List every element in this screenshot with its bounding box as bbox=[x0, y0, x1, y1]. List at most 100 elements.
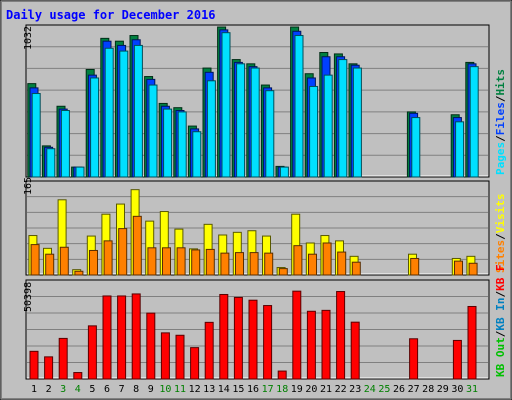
pages-bar bbox=[338, 59, 348, 178]
pages-bar bbox=[206, 80, 216, 178]
pages-bar bbox=[163, 108, 173, 178]
pages-bar bbox=[411, 117, 421, 178]
sites-bar bbox=[337, 251, 347, 276]
day-label: 31 bbox=[466, 384, 478, 395]
pages-bar bbox=[250, 67, 260, 178]
pages-bar bbox=[31, 93, 41, 178]
day-label: 19 bbox=[291, 384, 303, 395]
visits-sites-panel bbox=[25, 180, 490, 276]
day-label: 2 bbox=[46, 384, 52, 395]
legend-item-visits: Visits bbox=[494, 194, 507, 234]
kb-f-bar bbox=[102, 295, 112, 380]
kb-f-bar bbox=[44, 356, 54, 380]
kb-f-bar bbox=[263, 305, 273, 380]
kb-f-bar bbox=[146, 312, 156, 380]
kb-f-bar bbox=[321, 309, 331, 380]
legend-separator: / bbox=[494, 291, 507, 298]
hits-files-pages-legend-text: Pages/Files/Hits bbox=[494, 69, 507, 175]
day-label: 27 bbox=[408, 384, 420, 395]
kb-f-bar bbox=[277, 370, 287, 380]
sites-bar bbox=[191, 249, 201, 276]
kb-f-bar bbox=[292, 290, 302, 380]
day-label: 21 bbox=[320, 384, 332, 395]
sites-bar bbox=[454, 260, 463, 276]
legend-item-kbytes: KB F bbox=[494, 264, 507, 291]
sites-bar bbox=[205, 248, 215, 276]
visits-sites-legend-text: Sites/Visits bbox=[494, 194, 507, 274]
legend-item-kb_out: KB Out bbox=[494, 337, 507, 377]
sites-bar bbox=[30, 244, 40, 276]
day-label: 18 bbox=[276, 384, 288, 395]
pages-bar bbox=[221, 32, 231, 178]
pages-bar bbox=[294, 35, 304, 178]
graph-title: Daily usage for December 2016 bbox=[6, 8, 216, 22]
day-label: 14 bbox=[218, 384, 230, 395]
pages-bar bbox=[46, 148, 56, 178]
sites-bar bbox=[176, 247, 186, 276]
sites-bar bbox=[278, 268, 288, 276]
sites-bar bbox=[45, 253, 55, 276]
pages-bar bbox=[236, 63, 246, 178]
legend-item-hits: Hits bbox=[494, 69, 507, 96]
sites-bar bbox=[468, 262, 478, 276]
day-label: 23 bbox=[349, 384, 361, 395]
kbytes-legend-text: KB Out/KB In/KB F bbox=[494, 264, 507, 377]
legend-item-pages: Pages bbox=[494, 142, 507, 175]
kb-f-bar bbox=[190, 347, 200, 380]
pages-bar bbox=[455, 121, 465, 178]
day-label: 6 bbox=[104, 384, 110, 395]
day-axis: 1 2 3 4 5 6 7 8 9 10 11 12 13 14 15 16 17 18 19 20 21 22 23 24 2… bbox=[31, 384, 478, 395]
pages-bar bbox=[469, 66, 479, 178]
legend-item-kb_in: KB In bbox=[494, 298, 507, 331]
pages-bar bbox=[119, 50, 129, 178]
pages-bar bbox=[323, 74, 333, 178]
kb-f-bar bbox=[87, 325, 97, 380]
day-label: 3 bbox=[60, 384, 66, 395]
day-label: 17 bbox=[262, 384, 274, 395]
pages-bar bbox=[352, 67, 362, 178]
day-label: 4 bbox=[75, 384, 81, 395]
day-label: 10 bbox=[159, 384, 171, 395]
legend-separator: / bbox=[494, 233, 507, 240]
sites-bar bbox=[118, 228, 128, 276]
kb-f-bar bbox=[467, 305, 477, 380]
day-label: 5 bbox=[89, 384, 95, 395]
kb-f-bar bbox=[350, 321, 360, 380]
day-label: 29 bbox=[437, 384, 449, 395]
kb-f-bar bbox=[117, 295, 127, 380]
pages-bar bbox=[177, 111, 187, 178]
pages-bar bbox=[60, 110, 70, 178]
day-label: 12 bbox=[189, 384, 201, 395]
sites-bar bbox=[264, 252, 274, 276]
pages-bar bbox=[90, 77, 100, 178]
hits-files-pages-panel bbox=[25, 24, 490, 178]
kb-f-bar bbox=[73, 372, 83, 380]
sites-bar bbox=[74, 270, 84, 276]
pages-bar bbox=[133, 44, 143, 178]
visits-legend: Sites/Visits bbox=[494, 194, 507, 274]
kb-f-bar bbox=[29, 350, 39, 380]
day-label: 11 bbox=[174, 384, 186, 395]
sites-bar bbox=[322, 242, 332, 276]
pages-bar bbox=[265, 90, 275, 178]
day-label: 7 bbox=[119, 384, 125, 395]
kb-f-bar bbox=[409, 338, 419, 380]
kb-f-bar bbox=[248, 299, 258, 380]
legend-item-sites: Sites bbox=[494, 240, 507, 273]
sites-bar bbox=[132, 215, 142, 276]
hits-scale-label: 1032 bbox=[23, 26, 34, 50]
kb-f-bar bbox=[160, 332, 170, 380]
hits-legend: Pages/Files/Hits bbox=[494, 69, 507, 175]
day-label: 15 bbox=[232, 384, 244, 395]
sites-bar bbox=[293, 245, 303, 276]
visits-scale-label: 165 bbox=[23, 177, 34, 195]
pages-bar bbox=[279, 166, 289, 178]
day-label: 8 bbox=[133, 384, 139, 395]
pages-bar bbox=[309, 85, 319, 178]
day-label: 24 bbox=[364, 384, 376, 395]
legend-item-files: Files bbox=[494, 102, 507, 135]
day-label: 9 bbox=[148, 384, 154, 395]
sites-bar bbox=[249, 252, 259, 276]
sites-bar bbox=[410, 257, 420, 276]
sites-bar bbox=[59, 246, 69, 276]
